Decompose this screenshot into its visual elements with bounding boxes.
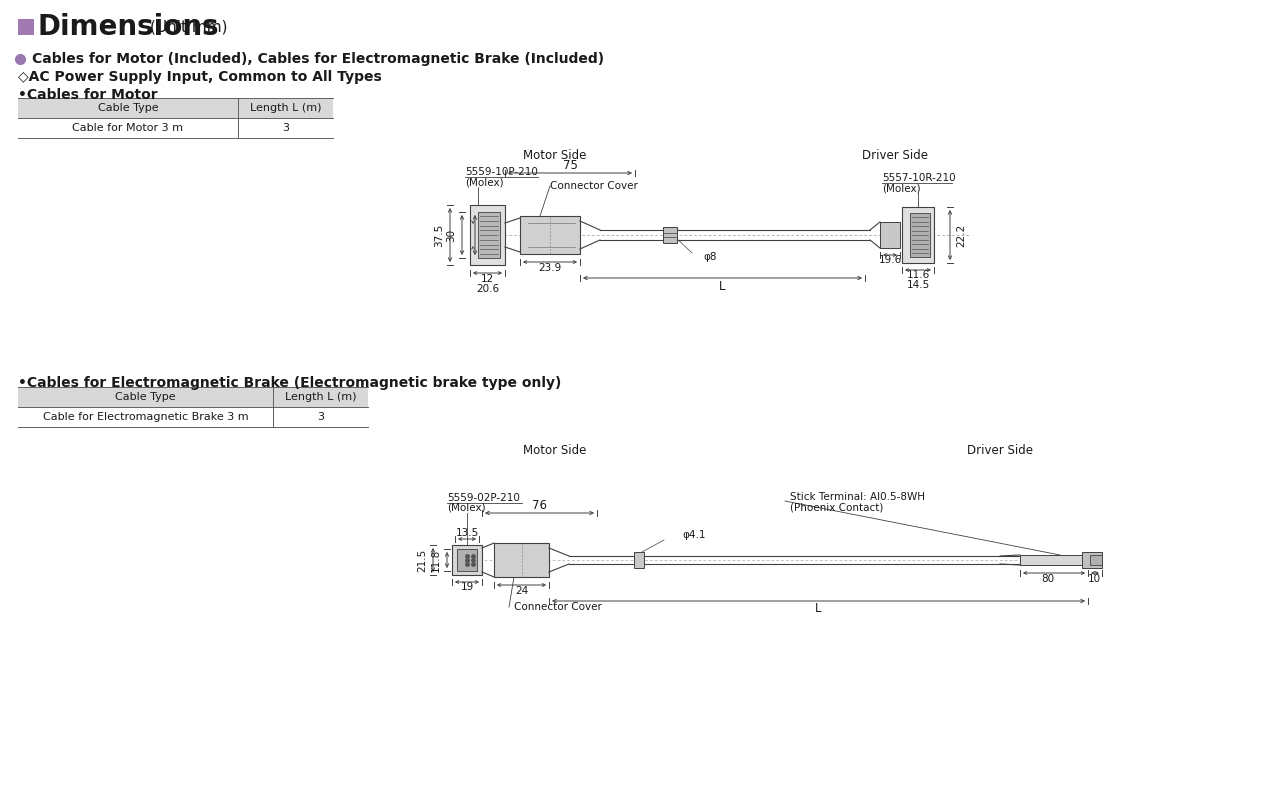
- Text: φ4.1: φ4.1: [682, 530, 705, 540]
- Text: 13.5: 13.5: [456, 528, 479, 538]
- Text: Connector Cover: Connector Cover: [550, 181, 637, 191]
- Bar: [457, 549, 477, 571]
- Bar: [634, 552, 644, 568]
- Bar: [452, 545, 483, 575]
- Bar: [1020, 555, 1085, 565]
- Text: φ8: φ8: [703, 252, 717, 262]
- Bar: [1091, 555, 1102, 565]
- Text: Cable Type: Cable Type: [115, 392, 175, 402]
- Text: 37.5: 37.5: [434, 223, 444, 246]
- Text: Length L (m): Length L (m): [284, 392, 356, 402]
- Text: 12: 12: [481, 274, 494, 284]
- Text: Connector Cover: Connector Cover: [515, 602, 602, 612]
- Text: 76: 76: [532, 498, 547, 511]
- Text: (Molex): (Molex): [882, 183, 920, 193]
- Text: Motor Side: Motor Side: [524, 444, 586, 456]
- Bar: [477, 212, 500, 258]
- Bar: [902, 207, 934, 263]
- Text: 21.5: 21.5: [417, 549, 428, 572]
- Text: 20.6: 20.6: [476, 284, 499, 294]
- Text: 3: 3: [317, 412, 324, 422]
- Text: (Unit mm): (Unit mm): [150, 20, 228, 34]
- Text: 5559-02P-210: 5559-02P-210: [447, 493, 520, 503]
- Text: (Molex): (Molex): [465, 177, 503, 187]
- Text: 19: 19: [461, 582, 474, 592]
- Bar: [663, 227, 677, 243]
- Text: Driver Side: Driver Side: [861, 149, 928, 161]
- Bar: [910, 213, 931, 257]
- Text: Cable for Electromagnetic Brake 3 m: Cable for Electromagnetic Brake 3 m: [42, 412, 248, 422]
- Text: 11.8: 11.8: [431, 549, 442, 572]
- Bar: [18, 19, 35, 35]
- Text: •Cables for Electromagnetic Brake (Electromagnetic brake type only): •Cables for Electromagnetic Brake (Elect…: [18, 376, 562, 390]
- Text: 14.5: 14.5: [906, 280, 929, 290]
- Text: Driver Side: Driver Side: [966, 444, 1033, 456]
- Text: 5559-10P-210: 5559-10P-210: [465, 167, 538, 177]
- Text: 10: 10: [1088, 574, 1101, 584]
- Text: Cables for Motor (Included), Cables for Electromagnetic Brake (Included): Cables for Motor (Included), Cables for …: [32, 52, 604, 66]
- Text: 5557-10R-210: 5557-10R-210: [882, 173, 956, 183]
- Bar: [520, 216, 580, 254]
- Bar: [470, 205, 506, 265]
- Text: 24.3: 24.3: [481, 223, 492, 246]
- Text: 80: 80: [1042, 574, 1055, 584]
- Text: (Phoenix Contact): (Phoenix Contact): [790, 502, 883, 512]
- Bar: [18, 387, 369, 407]
- Bar: [881, 222, 900, 248]
- Text: 3: 3: [282, 123, 289, 133]
- Text: 19.6: 19.6: [878, 255, 901, 265]
- Text: 22.2: 22.2: [956, 223, 966, 246]
- Text: 23.9: 23.9: [539, 263, 562, 273]
- Text: Dimensions: Dimensions: [38, 13, 220, 41]
- Text: 75: 75: [563, 158, 577, 172]
- Text: Cable Type: Cable Type: [97, 103, 159, 113]
- Text: Motor Side: Motor Side: [524, 149, 586, 161]
- Bar: [18, 98, 333, 118]
- Bar: [494, 543, 549, 577]
- Text: L: L: [719, 280, 726, 293]
- Text: (Molex): (Molex): [447, 503, 485, 513]
- Text: Cable for Motor 3 m: Cable for Motor 3 m: [73, 123, 183, 133]
- Text: 11.6: 11.6: [906, 270, 929, 280]
- Text: Stick Terminal: AI0.5-8WH: Stick Terminal: AI0.5-8WH: [790, 492, 925, 502]
- Text: Length L (m): Length L (m): [250, 103, 321, 113]
- Text: L: L: [815, 603, 822, 615]
- Text: 30: 30: [445, 228, 456, 242]
- Bar: [1082, 552, 1102, 568]
- Text: 24: 24: [515, 586, 529, 596]
- Text: •Cables for Motor: •Cables for Motor: [18, 88, 157, 102]
- Text: ◇AC Power Supply Input, Common to All Types: ◇AC Power Supply Input, Common to All Ty…: [18, 70, 381, 84]
